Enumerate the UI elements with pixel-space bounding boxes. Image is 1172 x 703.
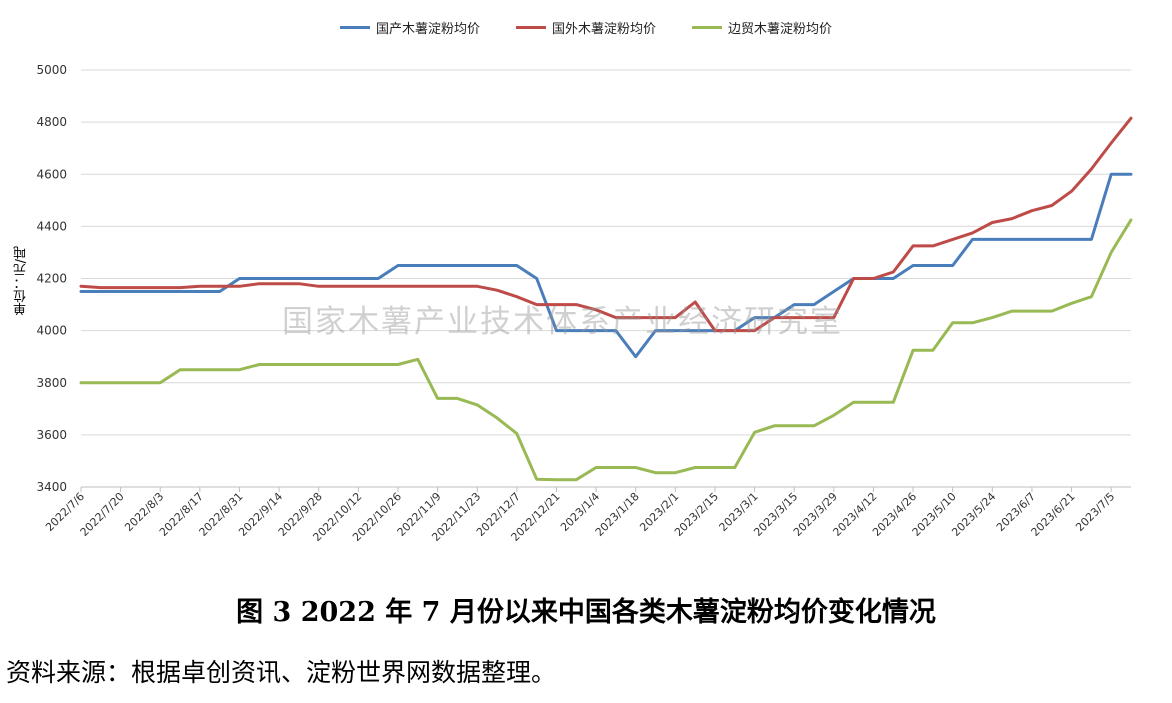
legend-swatch	[515, 26, 546, 29]
legend: 国产木薯淀粉均价 国外木薯淀粉均价 边贸木薯淀粉均价	[0, 18, 1172, 37]
legend-swatch	[339, 26, 370, 29]
y-tick-label: 4000	[36, 324, 67, 338]
axes	[80, 486, 1131, 492]
legend-label: 边贸木薯淀粉均价	[728, 22, 833, 37]
legend-item-2: 国外木薯淀粉均价	[515, 18, 656, 37]
series-line-2	[79, 116, 1133, 333]
y-axis-label: 单位：元/吨	[14, 246, 29, 316]
legend-item-1: 国产木薯淀粉均价	[339, 18, 480, 37]
x-tick-label: 2023/7/5	[1073, 490, 1117, 534]
y-tick-labels: 3400 3600 3800 4000 4200 4400 4600 4800 5000	[36, 63, 67, 494]
x-tick-labels: 2022/7/62022/7/202022/8/32022/8/172022/8…	[43, 490, 1117, 544]
series-lines	[79, 116, 1133, 482]
legend-label: 国产木薯淀粉均价	[375, 22, 480, 37]
series-line-1	[79, 172, 1133, 359]
y-tick-label: 4800	[36, 115, 67, 129]
y-tick-label: 4400	[36, 219, 67, 233]
data-source-note: 资料来源：根据卓创资讯、淀粉世界网数据整理。	[6, 658, 557, 687]
series-line-3	[79, 218, 1133, 482]
legend-item-3: 边贸木薯淀粉均价	[692, 18, 832, 37]
line-chart: 3400 3600 3800 4000 4200 4400 4600 4800 5000 202…	[36, 63, 1133, 544]
y-tick-label: 3400	[36, 480, 67, 494]
y-tick-label: 4600	[36, 167, 67, 181]
y-tick-label: 3800	[36, 376, 67, 390]
legend-swatch	[692, 26, 722, 29]
legend-label: 国外木薯淀粉均价	[551, 22, 656, 37]
y-tick-label: 4200	[36, 272, 67, 286]
y-tick-label: 3600	[36, 428, 67, 442]
y-tick-label: 5000	[36, 63, 67, 77]
figure-caption: 图 3 2022 年 7 月份以来中国各类木薯淀粉均价变化情况	[236, 597, 936, 628]
